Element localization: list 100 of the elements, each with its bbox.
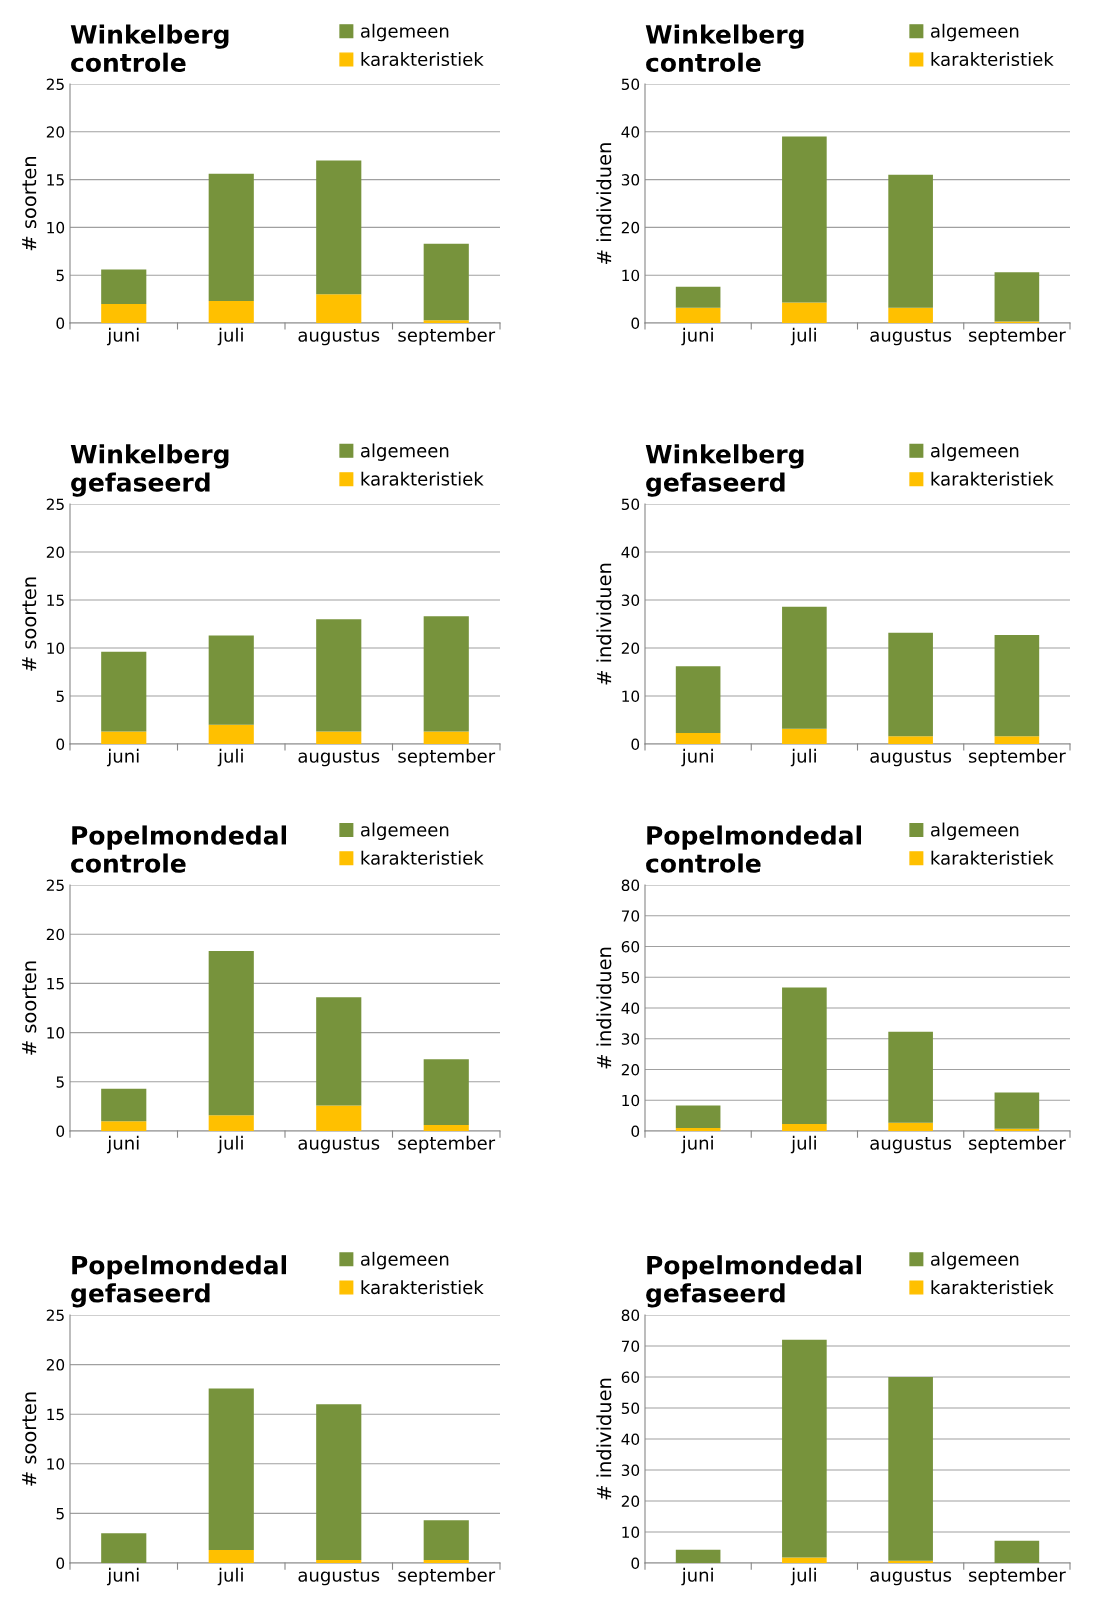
y-tick-label: 80 <box>621 1309 640 1322</box>
legend-label: algemeen <box>360 443 449 461</box>
y-tick-label: 25 <box>46 78 64 91</box>
x-tick-label: juli <box>790 1135 816 1154</box>
y-tick-label: 10 <box>622 269 640 282</box>
x-tick-label: juni <box>681 1567 713 1586</box>
y-tick-label: 20 <box>621 1063 640 1076</box>
y-tick-label: 0 <box>56 738 65 751</box>
y-tick-label: 40 <box>621 1433 640 1446</box>
y-tick-label: 40 <box>621 546 640 559</box>
y-tick-label: 60 <box>621 940 640 953</box>
y-axis-title: # individuen <box>596 947 612 1069</box>
x-tick-label: augustus <box>870 749 952 767</box>
y-axis-title: # individuen <box>596 143 612 264</box>
chart-title: Popelmondedal controle <box>646 825 862 873</box>
y-tick-label: 0 <box>631 1557 640 1570</box>
y-tick-label: 50 <box>621 971 640 984</box>
y-tick-label: 50 <box>621 78 640 91</box>
y-tick-label: 5 <box>56 1076 64 1088</box>
chart-title: Popelmondedal controle <box>71 825 287 873</box>
chart-title: Winkelberg gefaseerd <box>645 444 804 497</box>
x-tick-label: juni <box>106 748 139 767</box>
y-tick-label: 25 <box>46 879 64 892</box>
y-tick-label: 20 <box>621 221 640 234</box>
legend-label: karakteristiek <box>931 471 1054 486</box>
y-tick-label: 80 <box>621 879 640 892</box>
legend-label: karakteristiek <box>361 471 484 486</box>
y-tick-label: 0 <box>56 317 65 330</box>
y-tick-label: 15 <box>47 174 64 186</box>
y-tick-label: 0 <box>56 1125 65 1138</box>
x-tick-label: augustus <box>870 1136 952 1154</box>
x-tick-label: juli <box>790 327 816 346</box>
y-tick-label: 10 <box>622 1526 640 1539</box>
y-tick-label: 50 <box>621 498 640 511</box>
y-tick-label: 0 <box>631 738 640 751</box>
x-tick-label: juni <box>106 327 139 346</box>
legend-label: algemeen <box>360 1251 449 1270</box>
y-tick-label: 10 <box>47 1458 65 1470</box>
y-tick-label: 30 <box>621 594 640 607</box>
y-tick-label: 20 <box>621 1495 640 1508</box>
x-tick-label: augustus <box>298 1136 380 1154</box>
legend-label: algemeen <box>930 23 1019 42</box>
x-tick-label: september <box>398 1567 496 1586</box>
y-tick-label: 20 <box>621 642 640 655</box>
chart-title: Winkelberg gefaseerd <box>70 444 229 497</box>
y-tick-label: 15 <box>47 978 64 990</box>
x-tick-label: juni <box>106 1135 139 1154</box>
y-tick-label: 10 <box>47 1027 65 1039</box>
legend-label: algemeen <box>360 23 449 42</box>
y-tick-label: 15 <box>47 594 64 607</box>
x-tick-label: juni <box>681 1135 713 1154</box>
y-tick-label: 5 <box>56 269 64 282</box>
y-tick-label: 5 <box>56 1508 64 1520</box>
legend-label: algemeen <box>930 822 1019 840</box>
chart-title: Popelmondedal gefaseerd <box>71 1255 287 1308</box>
y-tick-label: 5 <box>56 690 64 703</box>
y-tick-label: 70 <box>621 910 640 922</box>
y-tick-label: 0 <box>631 317 640 330</box>
y-tick-label: 50 <box>621 1402 640 1415</box>
y-tick-label: 0 <box>56 1557 65 1570</box>
legend-label: karakteristiek <box>361 1280 484 1295</box>
legend-label: algemeen <box>360 822 449 840</box>
x-tick-label: september <box>398 748 496 767</box>
chart-title: Winkelberg controle <box>70 24 229 72</box>
x-tick-label: september <box>968 748 1066 767</box>
legend-label: karakteristiek <box>361 850 484 865</box>
y-tick-label: 30 <box>621 1464 640 1477</box>
y-tick-label: 0 <box>631 1125 640 1138</box>
y-axis-title: # soorten <box>22 577 37 671</box>
legend-label: algemeen <box>930 1251 1019 1270</box>
y-tick-label: 30 <box>621 1033 640 1045</box>
y-tick-label: 70 <box>621 1340 640 1353</box>
y-axis-title: # soorten <box>22 157 37 251</box>
x-tick-label: juli <box>790 748 816 767</box>
y-tick-label: 15 <box>47 1408 64 1421</box>
y-tick-label: 20 <box>46 1359 65 1371</box>
x-tick-label: juni <box>106 1567 139 1586</box>
x-tick-label: augustus <box>298 1568 380 1586</box>
legend-label: karakteristiek <box>361 52 484 67</box>
x-tick-label: augustus <box>870 1568 952 1586</box>
x-tick-label: juli <box>217 327 243 346</box>
x-tick-label: juli <box>217 748 243 767</box>
y-tick-label: 25 <box>46 1309 64 1322</box>
y-axis-title: # soorten <box>22 961 37 1055</box>
y-tick-label: 30 <box>621 174 640 186</box>
legend-label: algemeen <box>930 443 1019 461</box>
y-tick-label: 10 <box>622 690 640 703</box>
x-tick-label: september <box>398 327 496 346</box>
x-tick-label: juni <box>681 327 713 346</box>
x-tick-label: juli <box>790 1567 816 1586</box>
y-axis-title: # individuen <box>596 1378 612 1500</box>
y-tick-label: 10 <box>622 1094 640 1107</box>
legend-label: karakteristiek <box>931 52 1054 67</box>
x-tick-label: september <box>968 1567 1066 1586</box>
y-axis-title: # soorten <box>22 1392 37 1486</box>
y-tick-label: 40 <box>621 1002 640 1015</box>
legend-label: karakteristiek <box>931 850 1054 865</box>
y-tick-label: 10 <box>47 642 65 655</box>
x-tick-label: augustus <box>870 328 952 346</box>
y-tick-label: 10 <box>47 221 65 234</box>
